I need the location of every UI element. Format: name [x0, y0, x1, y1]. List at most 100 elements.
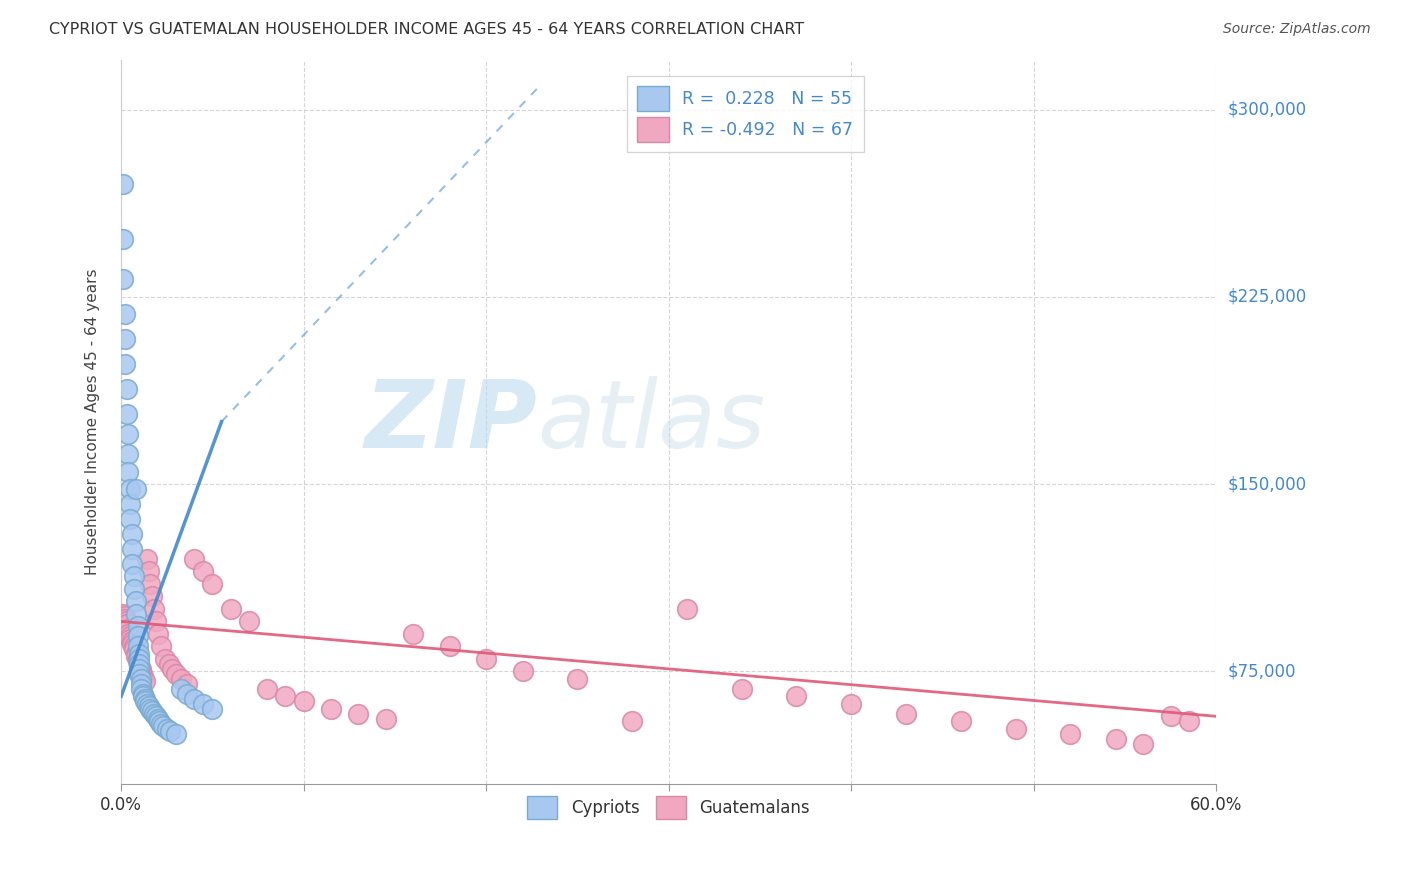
Point — [141, 704, 163, 718]
Point — [122, 582, 145, 596]
Point — [292, 694, 315, 708]
Point — [152, 719, 174, 733]
Point — [128, 662, 150, 676]
Point — [114, 612, 136, 626]
Point — [117, 427, 139, 442]
Point — [120, 482, 142, 496]
Point — [145, 709, 167, 723]
Point — [121, 527, 143, 541]
Point — [439, 640, 461, 654]
Point — [839, 697, 862, 711]
Point — [135, 552, 157, 566]
Point — [402, 627, 425, 641]
Point — [111, 178, 134, 192]
Point — [170, 681, 193, 696]
Point — [129, 665, 152, 679]
Text: CYPRIOT VS GUATEMALAN HOUSEHOLDER INCOME AGES 45 - 64 YEARS CORRELATION CHART: CYPRIOT VS GUATEMALAN HOUSEHOLDER INCOME… — [49, 22, 804, 37]
Point — [114, 332, 136, 346]
Point — [128, 657, 150, 671]
Point — [1178, 714, 1201, 729]
Point — [165, 666, 187, 681]
Point — [127, 619, 149, 633]
Point — [111, 272, 134, 286]
Point — [621, 714, 644, 729]
Point — [135, 697, 157, 711]
Point — [374, 712, 396, 726]
Point — [129, 672, 152, 686]
Point — [475, 652, 498, 666]
Point — [125, 647, 148, 661]
Point — [148, 714, 170, 729]
Point — [219, 602, 242, 616]
Point — [165, 727, 187, 741]
Point — [894, 706, 917, 721]
Point — [731, 681, 754, 696]
Point — [183, 691, 205, 706]
Point — [115, 382, 138, 396]
Point — [111, 607, 134, 621]
Point — [150, 716, 173, 731]
Point — [170, 672, 193, 686]
Point — [201, 702, 224, 716]
Point — [115, 407, 138, 421]
Point — [146, 627, 169, 641]
Point — [127, 629, 149, 643]
Point — [114, 307, 136, 321]
Point — [128, 657, 150, 671]
Point — [125, 649, 148, 664]
Point — [127, 640, 149, 654]
Point — [201, 577, 224, 591]
Point — [1132, 737, 1154, 751]
Point — [238, 615, 260, 629]
Point — [121, 557, 143, 571]
Text: $225,000: $225,000 — [1227, 288, 1306, 306]
Point — [176, 677, 198, 691]
Point — [785, 690, 807, 704]
Point — [143, 602, 166, 616]
Point — [120, 497, 142, 511]
Point — [129, 662, 152, 676]
Text: $150,000: $150,000 — [1227, 475, 1306, 493]
Point — [132, 690, 155, 704]
Point — [132, 687, 155, 701]
Point — [159, 724, 181, 739]
Point — [111, 232, 134, 246]
Point — [128, 652, 150, 666]
Point — [117, 622, 139, 636]
Point — [128, 659, 150, 673]
Point — [512, 665, 534, 679]
Point — [347, 706, 370, 721]
Point — [132, 669, 155, 683]
Point — [143, 706, 166, 721]
Point — [121, 637, 143, 651]
Point — [1059, 727, 1081, 741]
Point — [128, 647, 150, 661]
Point — [676, 602, 699, 616]
Point — [114, 357, 136, 371]
Point — [193, 565, 215, 579]
Point — [117, 465, 139, 479]
Point — [141, 590, 163, 604]
Point — [138, 699, 160, 714]
Point — [274, 690, 297, 704]
Point — [115, 616, 138, 631]
Point — [146, 712, 169, 726]
Point — [134, 694, 156, 708]
Text: atlas: atlas — [537, 376, 765, 467]
Point — [176, 687, 198, 701]
Point — [132, 672, 155, 686]
Point — [156, 722, 179, 736]
Point — [117, 627, 139, 641]
Text: ZIP: ZIP — [364, 376, 537, 467]
Point — [157, 657, 180, 671]
Point — [122, 640, 145, 654]
Point — [134, 674, 156, 689]
Point — [122, 569, 145, 583]
Point — [319, 702, 342, 716]
Point — [125, 482, 148, 496]
Point — [1004, 722, 1026, 736]
Point — [115, 615, 138, 629]
Point — [121, 634, 143, 648]
Point — [125, 594, 148, 608]
Text: $300,000: $300,000 — [1227, 101, 1306, 119]
